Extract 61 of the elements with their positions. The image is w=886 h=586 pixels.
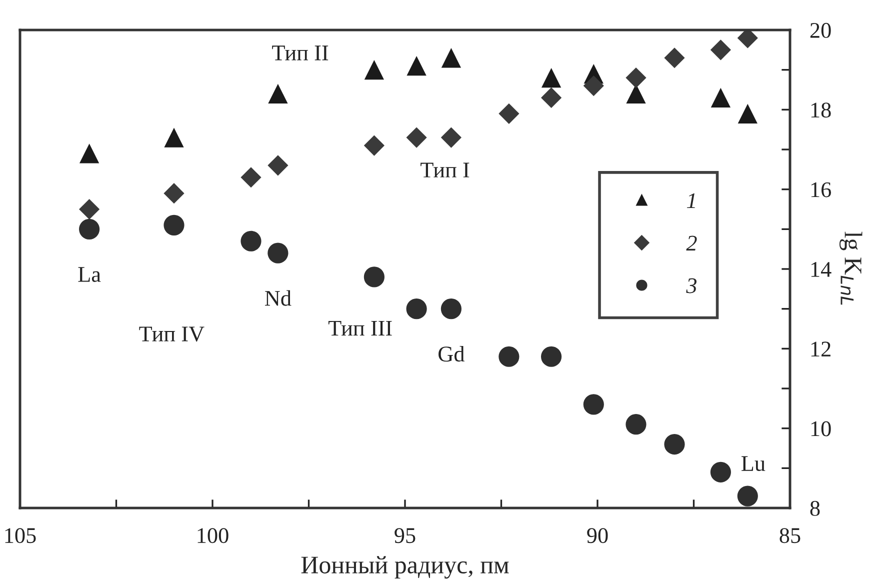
point [79, 198, 100, 220]
annotation: La [78, 267, 101, 282]
point [164, 183, 184, 204]
point [498, 103, 520, 124]
point [737, 486, 758, 506]
point [406, 56, 426, 76]
point [710, 88, 731, 108]
y-tick-label: 20 [810, 22, 831, 38]
point [664, 434, 685, 455]
point [626, 414, 646, 435]
point [79, 218, 100, 240]
point [164, 214, 184, 236]
x-tick-label: 95 [394, 528, 416, 544]
legend-label: 3 [686, 278, 697, 294]
y-tick-label: 8 [810, 500, 820, 516]
point [240, 167, 262, 188]
point [268, 155, 288, 176]
x-tick-label: 100 [198, 528, 228, 544]
point [498, 346, 520, 367]
point [406, 298, 427, 320]
point [583, 394, 604, 415]
legend-label: 1 [686, 193, 695, 208]
x-axis-title: Ионный радиус, пм [301, 556, 509, 579]
x-tick-label: 105 [5, 528, 36, 544]
y-tick-label: 16 [811, 182, 832, 198]
point [440, 298, 462, 320]
annotation: Тип III [328, 320, 392, 336]
point [710, 462, 731, 482]
point [406, 127, 427, 148]
point [664, 48, 685, 68]
y-tick-label: 10 [811, 421, 831, 436]
annotation: Gd [438, 346, 465, 362]
point [541, 346, 562, 367]
annotation: Тип I [420, 162, 470, 178]
annotation: Nd [265, 290, 292, 306]
point [541, 68, 562, 88]
annotation: Тип IV [139, 326, 204, 342]
y-tick-label: 14 [811, 262, 832, 277]
point [738, 104, 758, 124]
point [626, 68, 646, 88]
point [79, 144, 100, 164]
point [441, 48, 462, 68]
point [440, 127, 462, 148]
point [268, 84, 288, 104]
annotation: Lu [742, 456, 766, 472]
point [364, 135, 384, 156]
point [364, 60, 384, 80]
point [364, 266, 384, 288]
annotation: Тип II [272, 46, 328, 60]
point [583, 75, 604, 96]
point [164, 128, 184, 148]
y-tick-label: 12 [811, 342, 830, 356]
x-tick-label: 90 [587, 528, 608, 544]
point [710, 40, 731, 60]
point [268, 242, 288, 264]
y-tick-label: 18 [811, 102, 831, 118]
legend-label: 2 [686, 236, 697, 251]
x-tick-label: 85 [780, 528, 800, 544]
point [541, 87, 562, 108]
point [240, 230, 262, 252]
y-axis-title: lg K$_{LnL}$ [839, 232, 862, 305]
